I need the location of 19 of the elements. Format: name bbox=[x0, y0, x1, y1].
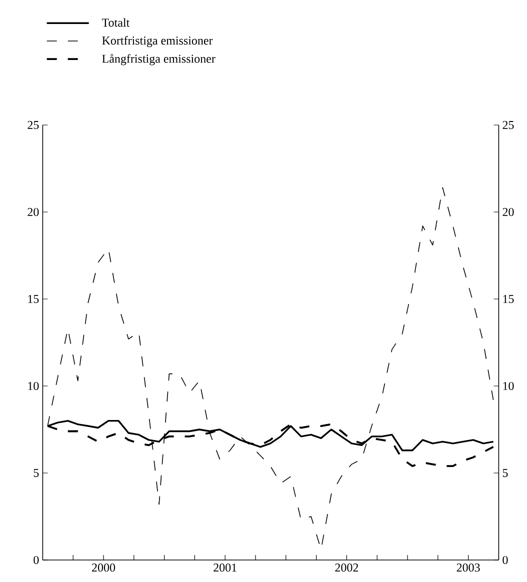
y-tick-label: 0 bbox=[34, 556, 39, 564]
y2-tick-label: 5 bbox=[502, 469, 508, 477]
y2-tick-label: 20 bbox=[502, 208, 514, 216]
y2-tick-label: 25 bbox=[502, 120, 514, 130]
y-tick-label: 5 bbox=[34, 469, 39, 477]
y2-tick-label: 10 bbox=[503, 382, 514, 390]
y-tick-label: 20 bbox=[28, 208, 39, 216]
x-tick-label: 2001 bbox=[214, 564, 236, 572]
legend-label: Långfristiga emissioner bbox=[102, 54, 216, 66]
x-tick-label: 2000 bbox=[92, 564, 116, 572]
x-tick-label: 2003 bbox=[456, 564, 480, 572]
legend-label: Totalt bbox=[102, 18, 130, 27]
y-tick-label: 15 bbox=[28, 294, 39, 304]
y2-tick-label: 0 bbox=[502, 556, 508, 564]
y2-tick-label: 15 bbox=[503, 294, 514, 304]
x-tick-label: 2002 bbox=[335, 564, 358, 572]
y-tick-label: 10 bbox=[28, 382, 39, 390]
legend-label: Kortfristiga emissioner bbox=[102, 36, 213, 48]
y-tick-label: 25 bbox=[28, 120, 39, 130]
